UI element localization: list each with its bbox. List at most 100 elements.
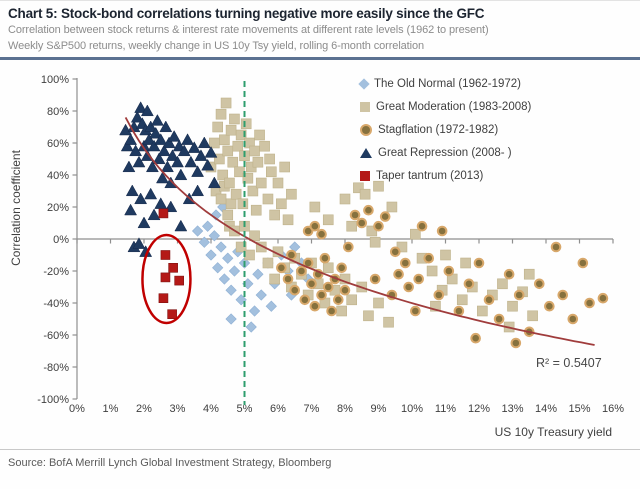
series-4: [158, 208, 184, 320]
data-point: [191, 225, 204, 237]
data-point: [187, 141, 201, 153]
data-point: [264, 153, 275, 165]
data-point: [497, 278, 508, 290]
data-point: [279, 161, 291, 173]
data-point: [227, 156, 239, 168]
data-point: [225, 284, 237, 296]
data-point: [132, 237, 146, 249]
data-point: [416, 220, 428, 232]
data-point: [229, 113, 240, 125]
data-point: [463, 278, 475, 290]
x-tick-label: 12%: [468, 403, 490, 415]
data-point: [222, 209, 234, 221]
data-point: [507, 300, 518, 312]
data-point: [383, 316, 394, 328]
y-axis-title: Correlation coefficient: [9, 150, 23, 266]
legend: The Old Normal (1962-1972) Great Moderat…: [358, 77, 531, 192]
data-point: [120, 139, 134, 152]
x-tick-label: 3%: [170, 403, 186, 415]
x-axis-title: US 10y Treasury yield: [494, 425, 612, 439]
data-point: [477, 305, 488, 317]
source-note: Source: BofA Merrill Lynch Global Invest…: [8, 457, 332, 469]
data-point: [262, 193, 274, 205]
data-point: [167, 309, 177, 320]
legend-label: Stagflation (1972-1982): [378, 124, 499, 136]
data-point: [177, 144, 191, 157]
data-point: [322, 281, 334, 293]
data-point: [316, 228, 327, 240]
data-point: [363, 204, 374, 216]
data-point: [597, 292, 609, 304]
data-point: [218, 273, 231, 285]
y-tick-label: 40%: [47, 170, 69, 182]
series-1: [205, 97, 538, 333]
data-point: [171, 155, 184, 168]
data-point: [567, 313, 579, 325]
data-point: [296, 265, 307, 277]
data-point: [276, 262, 287, 274]
data-point: [503, 268, 515, 280]
data-point: [137, 139, 151, 152]
trend-line: [124, 116, 595, 346]
data-point: [248, 305, 261, 317]
data-point: [249, 230, 260, 242]
data-point: [147, 139, 161, 152]
y-tick-label: -80%: [43, 362, 69, 374]
data-point: [309, 201, 321, 213]
data-point: [191, 184, 205, 197]
data-point: [259, 140, 270, 152]
data-point: [140, 104, 154, 117]
axes: 100%80%60%40%20%0%-20%-40%-60%-80%-100%0…: [37, 74, 624, 415]
data-point: [191, 165, 205, 177]
circle-marker-icon: [360, 124, 372, 136]
data-point: [215, 108, 227, 120]
data-point: [386, 201, 398, 213]
data-point: [220, 97, 232, 109]
annotation-ellipse: [141, 233, 192, 325]
data-point: [550, 241, 562, 253]
data-point: [147, 208, 161, 221]
data-point: [534, 278, 545, 290]
data-point: [453, 305, 465, 317]
data-point: [544, 300, 555, 312]
data-point: [181, 133, 194, 145]
y-tick-label: 20%: [47, 202, 69, 214]
x-tick-label: 5%: [237, 403, 253, 415]
data-point: [319, 252, 331, 264]
data-point: [161, 160, 174, 173]
data-point: [269, 273, 280, 285]
series-2: [276, 204, 609, 349]
data-point: [152, 152, 166, 165]
data-point: [343, 241, 354, 253]
data-point: [166, 149, 179, 161]
data-point: [145, 160, 159, 173]
y-tick-label: 100%: [41, 74, 69, 86]
data-point: [208, 230, 220, 242]
x-tick-label: 9%: [371, 403, 387, 415]
y-tick-label: -20%: [43, 266, 69, 278]
data-point: [124, 133, 138, 145]
data-point: [373, 297, 384, 309]
data-point: [204, 146, 218, 158]
x-tick-label: 4%: [203, 403, 219, 415]
chart-subtitle-2: Weekly S&P500 returns, weekly change in …: [8, 40, 425, 52]
data-point: [322, 262, 334, 274]
data-point: [255, 289, 267, 301]
data-point: [346, 294, 358, 306]
x-tick-label: 6%: [270, 403, 286, 415]
data-point: [299, 294, 311, 306]
data-point: [369, 273, 381, 285]
data-point: [339, 284, 351, 296]
data-point: [306, 278, 317, 290]
data-point: [142, 133, 156, 145]
data-point: [235, 241, 247, 253]
data-point: [168, 262, 178, 273]
data-point: [247, 185, 259, 197]
data-point: [242, 172, 254, 184]
data-point: [254, 129, 265, 141]
data-point: [346, 220, 358, 232]
data-point: [430, 300, 441, 312]
x-tick-label: 14%: [535, 403, 557, 415]
data-point: [197, 136, 211, 149]
